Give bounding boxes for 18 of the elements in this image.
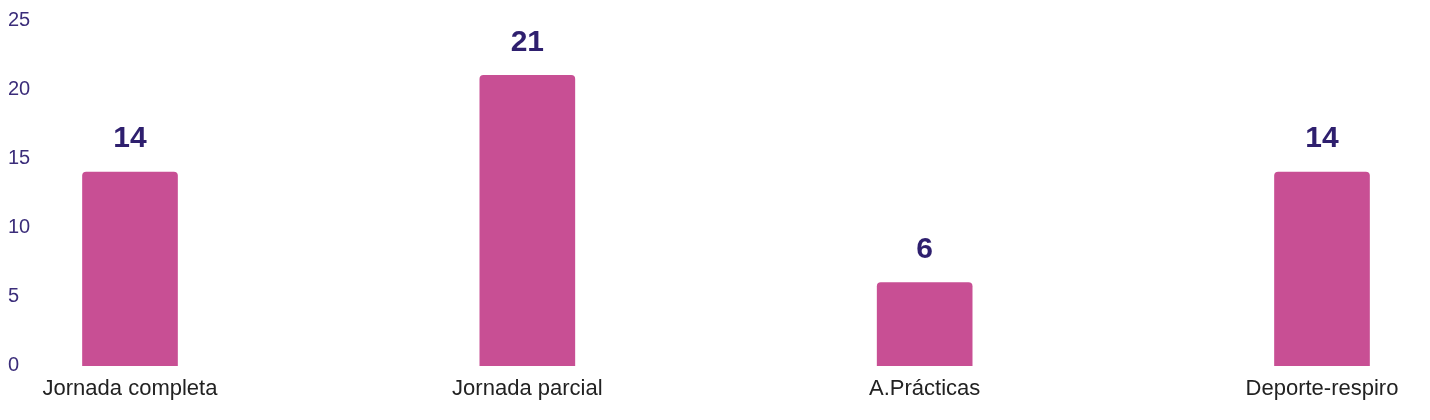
- x-tick-label: Jornada completa: [42, 374, 219, 400]
- bar: [82, 171, 178, 366]
- bar: [479, 74, 576, 366]
- data-label: 14: [1305, 120, 1339, 154]
- y-tick-label: 25: [8, 7, 31, 30]
- bar: [1274, 171, 1370, 366]
- data-label: 14: [113, 120, 147, 154]
- data-label: 6: [916, 230, 934, 264]
- y-tick-label: 0: [8, 353, 20, 376]
- data-label: 21: [510, 23, 545, 57]
- x-tick-label: A.Prácticas: [869, 374, 981, 400]
- y-tick-label: 15: [8, 145, 31, 168]
- y-tick-label: 20: [8, 76, 31, 99]
- y-tick-label: 10: [8, 214, 31, 237]
- bar: [876, 282, 973, 366]
- x-tick-label: Deporte-respiro: [1245, 374, 1399, 400]
- y-tick-label: 5: [8, 284, 20, 306]
- x-tick-label: Jornada parcial: [452, 374, 603, 400]
